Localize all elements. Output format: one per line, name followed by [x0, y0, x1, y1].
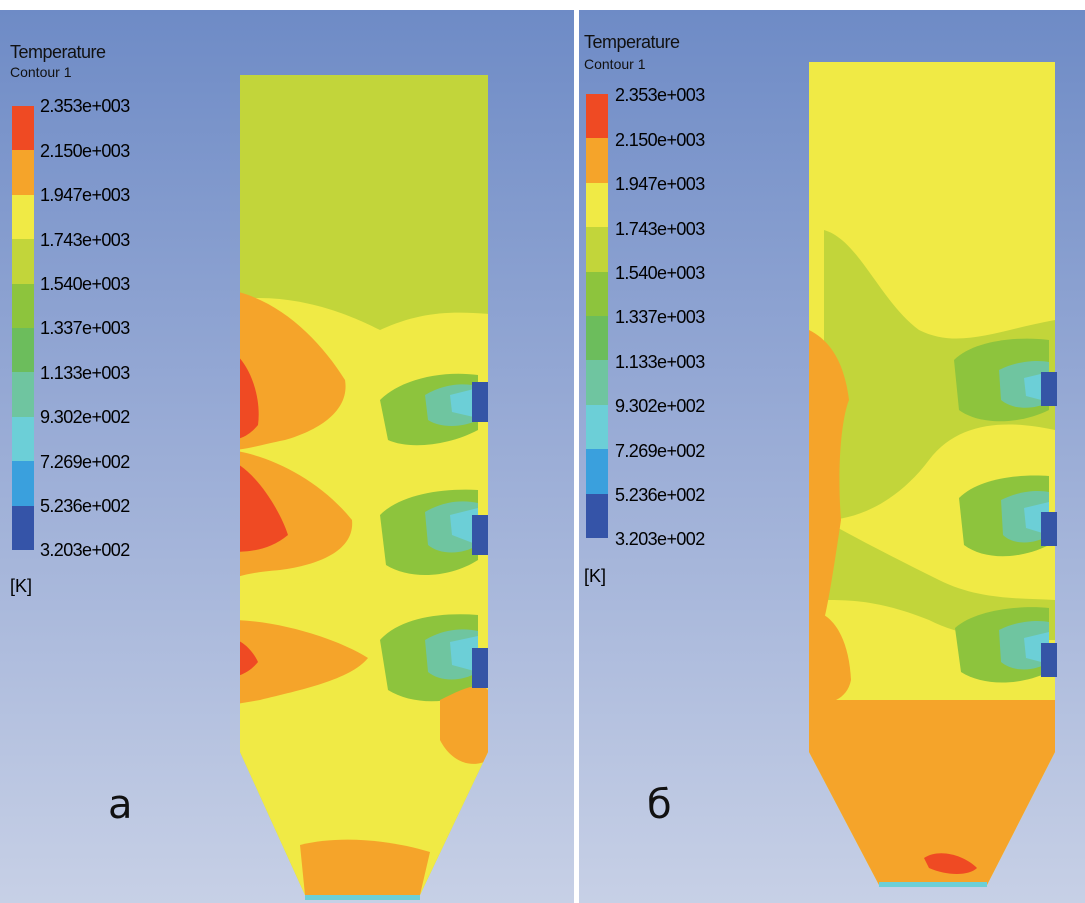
legend-tick: 9.302e+002	[615, 396, 705, 416]
color-band-5	[586, 271, 608, 316]
zone-orange-1	[240, 290, 346, 450]
jet-tip-2	[450, 508, 478, 545]
injector-2	[472, 515, 488, 555]
zone-orange-wall	[809, 330, 849, 625]
bottom-outlet	[305, 895, 420, 900]
legend-tick: 1.133e+003	[615, 352, 705, 372]
color-band-3	[12, 194, 34, 240]
color-band-4	[586, 227, 608, 272]
legend-subtitle: Contour 1	[584, 56, 646, 72]
bottom-outlet	[879, 882, 987, 887]
color-band-2	[12, 150, 34, 195]
zone-orange-lower-left	[809, 610, 851, 705]
legend-tick: 1.540e+003	[40, 274, 130, 294]
color-band-6	[12, 328, 34, 373]
legend-tick: 5.236e+002	[615, 485, 705, 505]
legend-title: Temperature	[10, 42, 106, 62]
color-band-8	[586, 404, 608, 450]
color-bar	[12, 106, 34, 550]
legend-tick: 7.269e+002	[40, 452, 130, 472]
zone-red-1	[240, 350, 259, 440]
color-band-10	[586, 493, 608, 538]
furnace-contour-b	[809, 62, 1057, 887]
panel-a: Temperature Contour 1 2.353e+003 2.150e+…	[0, 10, 574, 903]
injector-1	[472, 382, 488, 422]
legend-tick: 2.353e+003	[615, 85, 705, 105]
legend-tick: 1.743e+003	[615, 219, 705, 239]
jet-tip-1	[450, 388, 478, 418]
legend-tick: 1.540e+003	[615, 263, 705, 283]
legend-tick: 2.150e+003	[615, 130, 705, 150]
color-band-1	[12, 106, 34, 151]
color-band-8	[12, 416, 34, 462]
panel-label-b: б	[647, 782, 672, 828]
color-band-7	[12, 372, 34, 417]
panel-label-a: a	[108, 782, 133, 828]
color-band-3	[586, 182, 608, 228]
color-band-9	[12, 461, 34, 506]
legend-tick: 3.203e+002	[40, 540, 130, 560]
injector-3	[472, 648, 488, 688]
color-band-5	[12, 283, 34, 328]
zone-red-3	[240, 638, 258, 678]
legend-tick: 9.302e+002	[40, 407, 130, 427]
zone-green-swirl	[824, 230, 1055, 640]
legend-tick: 2.150e+003	[40, 141, 130, 161]
zone-red-2	[240, 460, 288, 552]
legend-tick: 1.133e+003	[40, 363, 130, 383]
color-band-9	[586, 449, 608, 494]
jet-tip-3	[450, 636, 478, 672]
legend-tick: 3.203e+002	[615, 529, 705, 549]
legend-unit: [K]	[584, 566, 607, 586]
color-band-1	[586, 94, 608, 139]
legend-tick: 2.353e+003	[40, 96, 130, 116]
zone-orange-hopper	[809, 700, 1055, 885]
zone-red-spot	[924, 853, 977, 874]
panel-b: Temperature Contour 1 2.353e+003 2.150e+…	[579, 0, 1085, 903]
injector-1	[1041, 372, 1057, 406]
legend-unit: [K]	[10, 576, 33, 596]
injector-2	[1041, 512, 1057, 546]
zone-wall-right	[440, 685, 488, 764]
zone-hopper-bottom	[300, 839, 430, 895]
color-band-4	[12, 239, 34, 284]
color-band-7	[586, 360, 608, 405]
legend-tick: 5.236e+002	[40, 496, 130, 516]
furnace-contour-a	[240, 75, 488, 900]
color-band-2	[586, 138, 608, 183]
legend-title: Temperature	[584, 32, 680, 52]
color-band-6	[586, 316, 608, 361]
color-bar	[586, 94, 608, 538]
color-band-10	[12, 505, 34, 550]
legend-tick: 7.269e+002	[615, 441, 705, 461]
legend-tick: 1.337e+003	[40, 318, 130, 338]
legend-tick: 1.947e+003	[40, 185, 130, 205]
legend-tick: 1.743e+003	[40, 230, 130, 250]
legend-subtitle: Contour 1	[10, 64, 72, 80]
zone-orange-3	[240, 620, 368, 705]
legend-tick: 1.947e+003	[615, 174, 705, 194]
legend-tick: 1.337e+003	[615, 307, 705, 327]
injector-3	[1041, 643, 1057, 677]
